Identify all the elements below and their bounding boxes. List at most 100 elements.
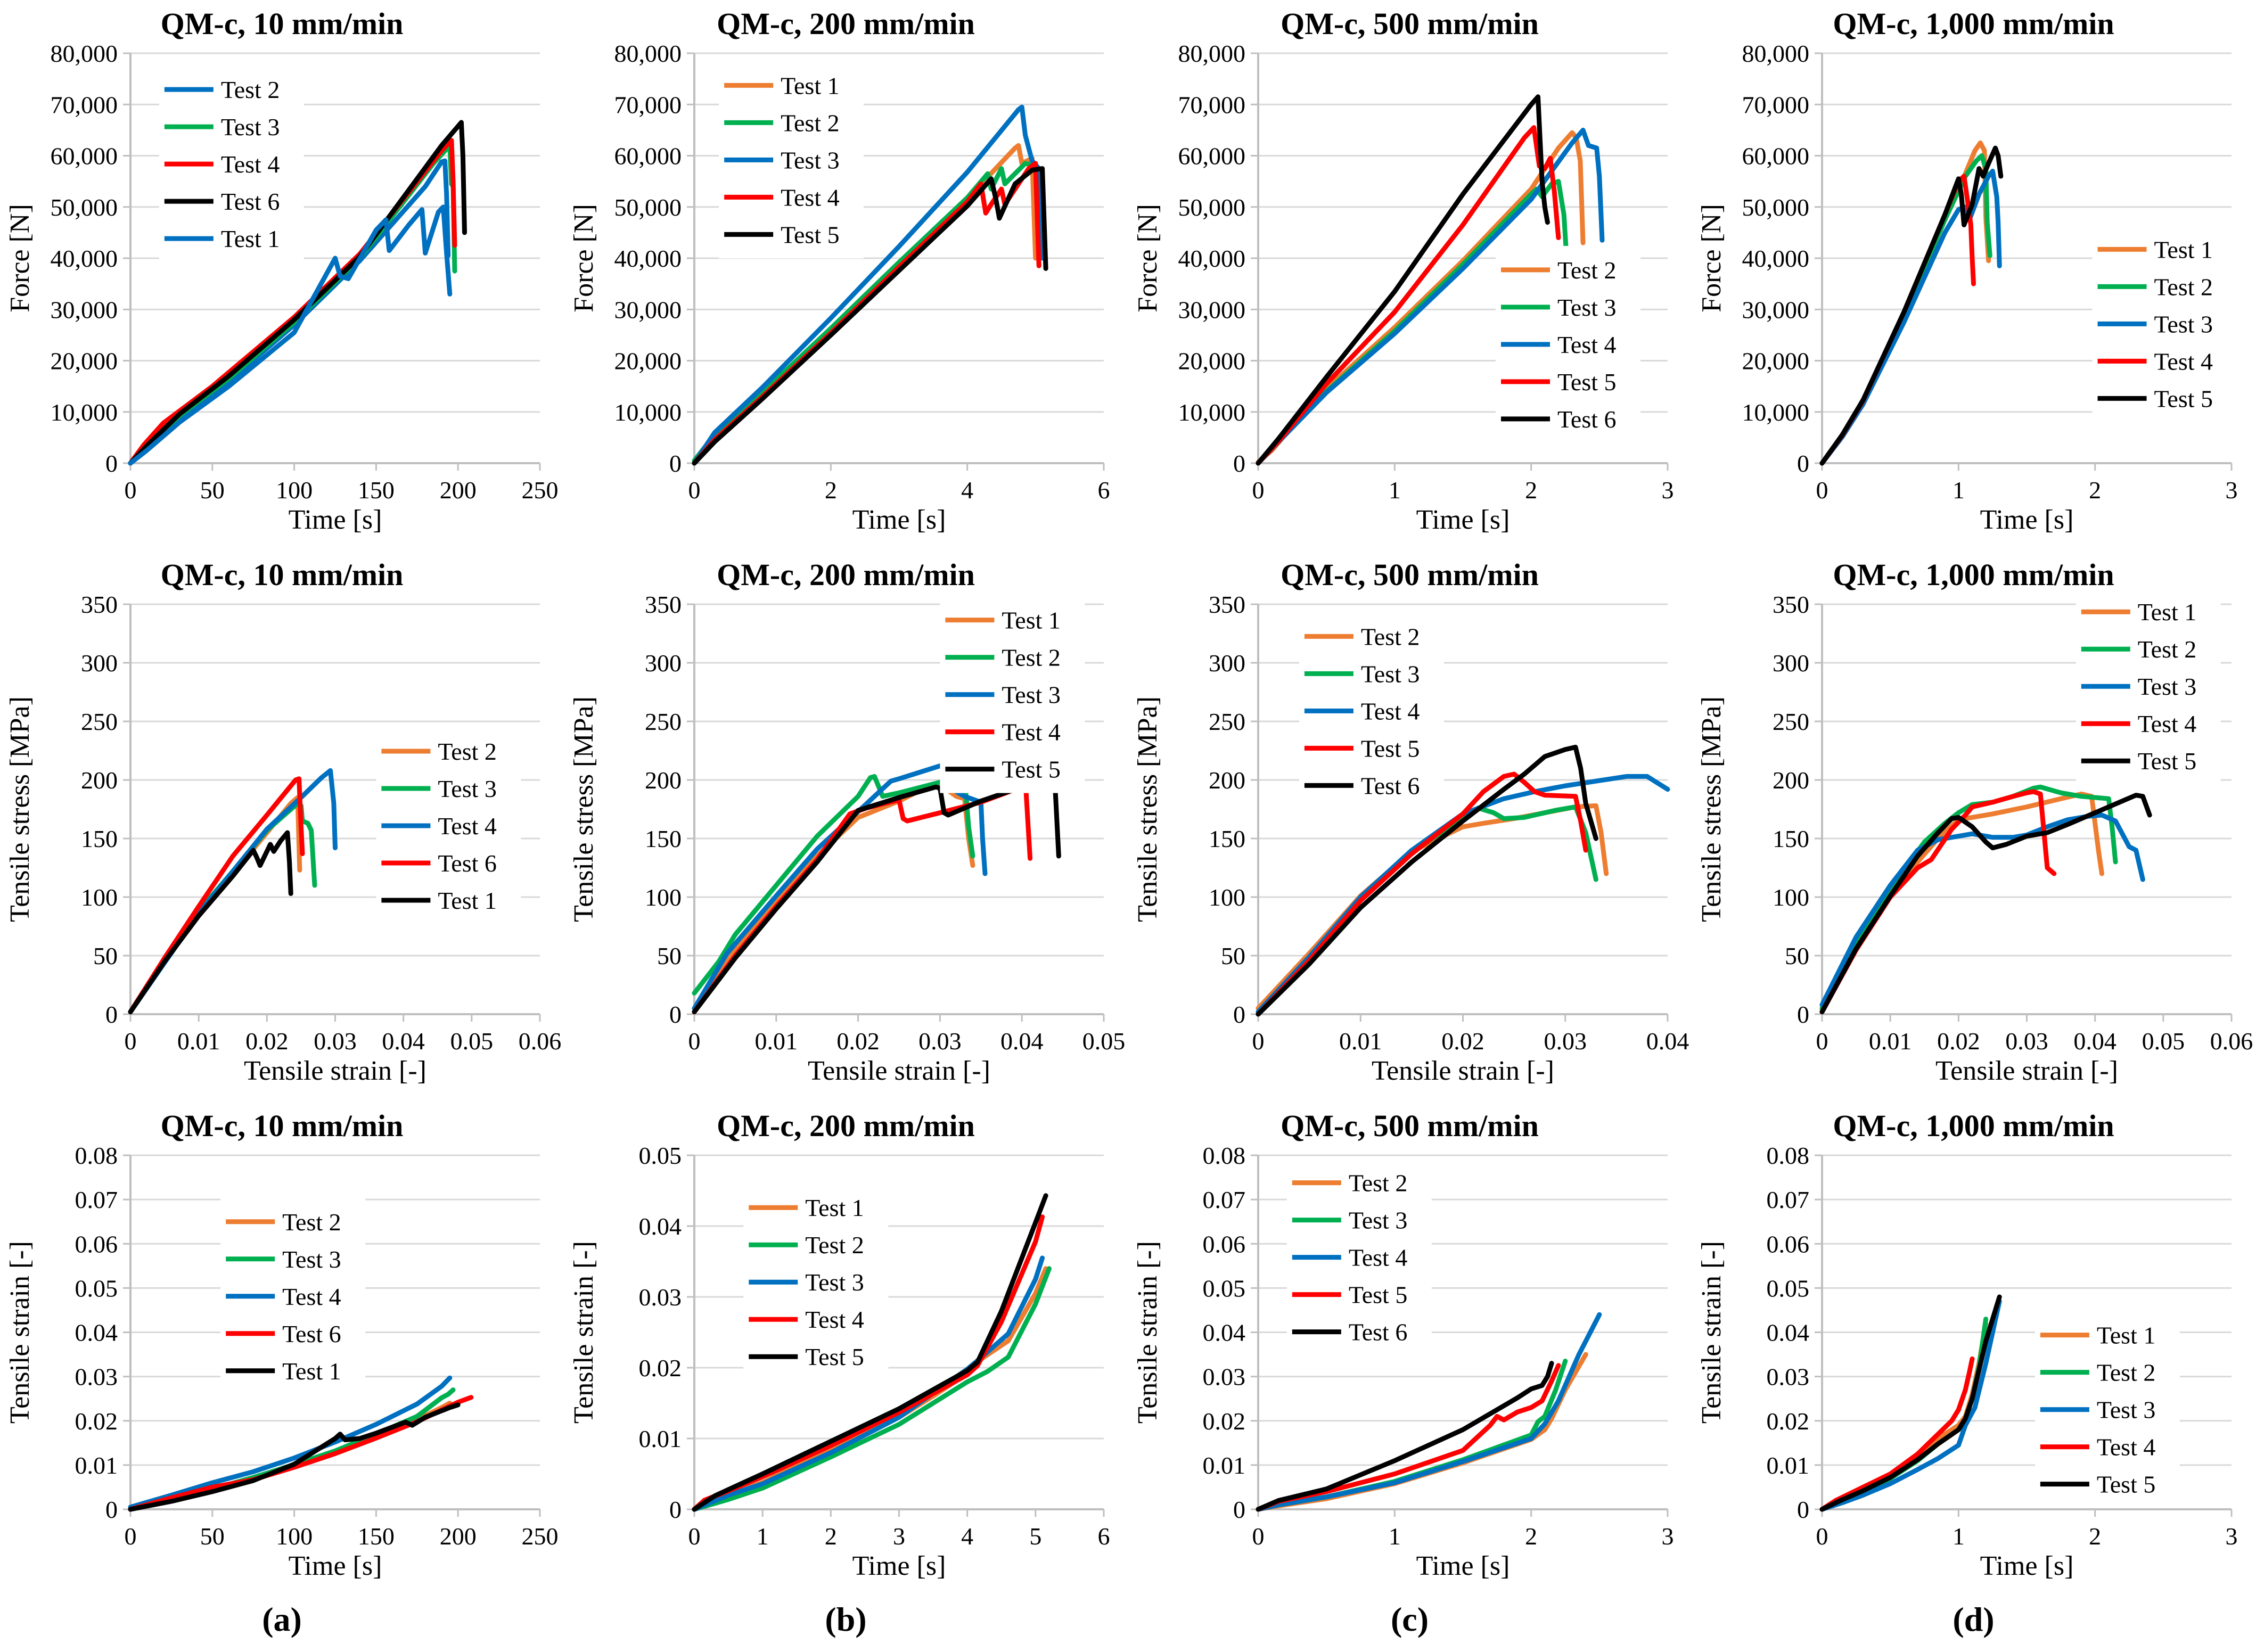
chart-svg-force-200: 0 10,000 20,000 30,000 40,000 50,000 60,000 70,… [569,6,1110,535]
y-tick-label: 0 [1797,1001,1809,1028]
legend-item-label: Test 2 [781,109,840,136]
x-tick-label: 3 [1662,476,1674,504]
legend: Test 2 Test 3 Test 4 Test 6 Test 1 [220,1197,366,1395]
y-tick-label: 0.03 [1767,1363,1810,1391]
y-tick-label: 150 [645,825,682,852]
y-tick-label: 0.05 [1767,1275,1810,1302]
x-axis-label: Time [s] [852,505,946,535]
chart-svg-strain-200: 0 0.01 0.02 0.03 0.04 0.05 0 1 2 3 4 5 6 QM-c, 200 mm… [569,1108,1110,1581]
y-axis-label: Force [N] [1696,204,1727,313]
y-axis-label: Tensile strain [-] [1696,1241,1727,1424]
legend-item-label: Test 5 [2138,747,2197,775]
y-tick-label: 50 [1785,942,1809,969]
y-tick-label: 0.07 [1767,1186,1810,1213]
chart-svg-strain-1000: 0 0.01 0.02 0.03 0.04 0.05 0.06 0.07 0.08 0 1 2 3 QM-… [1696,1108,2238,1581]
legend-item-label: Test 4 [1361,697,1420,725]
chart-svg-force-10: 0 10,000 20,000 30,000 40,000 50,000 60,000 70,… [5,6,559,535]
y-tick-label: 0 [1233,450,1245,477]
legend-item-label: Test 3 [438,775,497,802]
chart-svg-stress-1000: 0 50 100 150 200 250 300 350 0 0.01 0.02 0.03 0.04 0.… [1696,557,2253,1086]
chart-title: QM-c, 200 mm/min [717,557,975,592]
x-tick-label: 2 [1525,1523,1537,1550]
chart-svg-force-500: 0 10,000 20,000 30,000 40,000 50,000 60,000 70,… [1133,6,1674,535]
x-tick-label: 1 [1953,1523,1965,1550]
x-tick-label: 3 [2226,476,2238,504]
y-tick-label: 0 [105,1001,118,1028]
legend-item-label: Test 6 [282,1320,341,1347]
x-tick-label: 5 [1029,1523,1041,1550]
y-tick-label: 350 [81,591,118,618]
series-line-test-5 [1819,145,2004,466]
y-tick-label: 0.05 [639,1142,682,1169]
y-tick-label: 350 [645,591,682,618]
y-tick-label: 350 [1773,591,1809,618]
y-tick-label: 10,000 [51,399,118,426]
x-tick-label: 2 [1525,476,1537,504]
y-axis-label: Tensile strain [-] [569,1241,599,1424]
x-tick-label: 0.02 [245,1028,289,1055]
legend: Test 1 Test 2 Test 3 Test 4 Test 5 [2034,1311,2180,1508]
chart-svg-stress-500: 0 50 100 150 200 250 300 350 0 0.01 0.02 0.03 0.04 QM… [1133,557,1689,1086]
y-tick-label: 0.04 [1203,1319,1246,1346]
legend-item-label: Test 2 [2097,1359,2156,1386]
series-line-test-1 [1819,1321,1989,1512]
x-axis-label: Time [s] [852,1551,946,1581]
y-tick-label: 0.06 [1767,1230,1810,1258]
x-tick-label: 2 [2089,1523,2101,1550]
x-tick-label: 0.01 [755,1028,798,1055]
legend-item-label: Test 1 [2097,1322,2156,1349]
y-tick-label: 0.01 [639,1425,682,1452]
legend-item-label: Test 3 [2097,1396,2156,1424]
y-tick-label: 0 [1797,1496,1809,1523]
y-tick-label: 300 [1209,650,1245,677]
series-line-test-5 [1819,793,2152,1015]
legend-item-label: Test 4 [282,1283,341,1310]
chart-force-10: 0 10,000 20,000 30,000 40,000 50,000 60,000 70,… [0,0,564,551]
x-tick-label: 3 [1662,1523,1674,1550]
legend-item-label: Test 3 [781,146,840,174]
x-tick-label: 2 [2089,476,2101,504]
y-tick-label: 0.07 [75,1186,118,1213]
x-tick-label: 0.03 [918,1028,962,1055]
x-tick-label: 150 [358,476,395,504]
y-tick-label: 50 [93,942,118,969]
series-line-test-3 [1819,1298,2002,1512]
series-line-test-6 [1256,744,1598,1017]
y-tick-label: 30,000 [51,296,118,323]
y-tick-label: 0 [105,450,118,477]
legend-item-label: Test 3 [2138,673,2197,700]
x-tick-label: 0 [1816,1028,1828,1055]
x-axis-label: Time [s] [289,1551,382,1581]
legend-item-label: Test 2 [805,1231,864,1259]
y-tick-label: 0 [669,450,682,477]
y-axis-label: Tensile stress [MPa] [1133,696,1163,922]
x-tick-label: 0.04 [382,1028,425,1055]
legend-item-label: Test 2 [1349,1170,1408,1197]
legend-item-label: Test 1 [781,72,840,99]
subfigure-label-c: (c) [1390,1600,1429,1638]
y-tick-label: 10,000 [1178,399,1246,426]
y-tick-label: 150 [1209,825,1245,852]
y-tick-label: 0.02 [1767,1408,1810,1435]
y-axis-label: Tensile stress [MPa] [5,696,35,922]
legend-item-label: Test 3 [1002,681,1061,709]
y-tick-label: 50,000 [1742,194,1810,221]
legend-item-label: Test 5 [781,221,840,248]
y-tick-label: 0.07 [1203,1186,1246,1213]
y-tick-label: 0.03 [75,1363,118,1391]
y-tick-label: 200 [81,767,118,794]
x-axis-label: Time [s] [1416,1551,1510,1581]
legend-item-label: Test 2 [221,76,280,103]
series-line-test-5 [692,1193,1048,1512]
y-tick-label: 80,000 [51,40,118,67]
legend-item-label: Test 2 [282,1209,341,1236]
x-tick-label: 250 [522,1523,559,1550]
chart-svg-strain-500: 0 0.01 0.02 0.03 0.04 0.05 0.06 0.07 0.08 0 1 2 3 QM-… [1133,1108,1674,1581]
chart-svg-stress-200: 0 50 100 150 200 250 300 350 0 0.01 0.02 0.03 0.04 0.… [569,557,1125,1086]
y-tick-label: 10,000 [614,399,682,426]
legend-item-label: Test 3 [1557,294,1617,321]
series-line-test-1 [128,1402,461,1512]
x-tick-label: 0 [1252,1523,1265,1550]
chart-title: QM-c, 1,000 mm/min [1833,557,2114,592]
